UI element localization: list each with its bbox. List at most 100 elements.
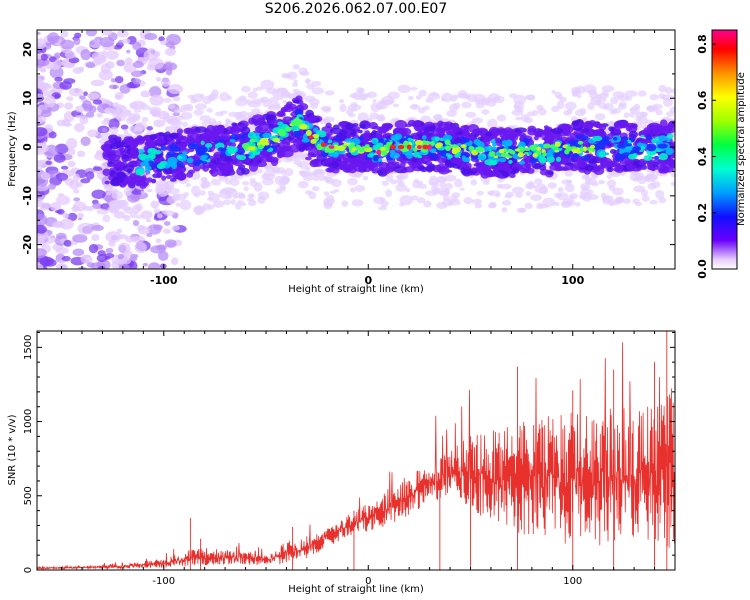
spectrogram-blob bbox=[459, 187, 465, 191]
spectrogram-blob bbox=[104, 256, 111, 260]
spectrogram-blob bbox=[637, 115, 648, 126]
spectrogram-blob bbox=[249, 138, 256, 143]
spectrogram-blob bbox=[132, 175, 142, 184]
spectrogram-blob bbox=[174, 108, 182, 113]
spectrogram-blob bbox=[668, 120, 675, 128]
spectrogram-blob bbox=[646, 161, 654, 168]
spectrogram-blob bbox=[554, 192, 562, 198]
spectrogram-blob bbox=[653, 155, 660, 160]
spectrogram-blob bbox=[146, 48, 156, 55]
spectrogram-blob bbox=[407, 119, 416, 127]
spectrogram-blob bbox=[593, 166, 605, 176]
spectrogram-blob bbox=[219, 91, 230, 102]
spectrogram-blob bbox=[163, 221, 171, 226]
snr-x-tick-label: -100 bbox=[152, 576, 175, 587]
spectrogram-blob bbox=[507, 148, 513, 154]
spectrogram-blob bbox=[411, 163, 419, 168]
spectrogram-blob bbox=[152, 150, 162, 155]
spectrogram-blob bbox=[123, 187, 132, 197]
spectrogram-blob bbox=[241, 181, 250, 186]
spectrogram-blob bbox=[281, 73, 289, 79]
spectrogram-blob bbox=[85, 171, 95, 180]
spectrogram-blob bbox=[280, 129, 284, 133]
spectrogram-blob bbox=[575, 202, 581, 207]
spectrogram-blob bbox=[445, 159, 453, 168]
spectrogram-blob bbox=[294, 109, 303, 116]
spectrogram-blob bbox=[577, 140, 584, 145]
spectrogram-blob bbox=[470, 154, 479, 160]
colorbar-tick-label: 0.2 bbox=[696, 203, 709, 223]
colorbar-tick-label: 0.4 bbox=[696, 146, 709, 166]
spectrogram-blob bbox=[101, 119, 110, 126]
spectrogram-blob bbox=[565, 145, 573, 152]
spectrogram-blob bbox=[149, 134, 158, 140]
spectrogram-blob bbox=[308, 147, 320, 158]
spectrogram-blob bbox=[643, 155, 653, 161]
spectrogram-blob bbox=[167, 103, 176, 109]
spectrogram-blob bbox=[308, 135, 314, 139]
spectrogram-blob bbox=[356, 87, 364, 93]
spectrogram-blob bbox=[582, 116, 588, 122]
snr-x-tick-label: 0 bbox=[365, 576, 371, 587]
spectrogram-blob bbox=[240, 126, 251, 135]
spectrogram-blob bbox=[179, 199, 192, 211]
spectrogram-blob bbox=[439, 181, 447, 188]
spectrogram-blob bbox=[140, 103, 149, 111]
spectrogram-blob bbox=[158, 188, 168, 197]
spectrogram-blob bbox=[287, 93, 295, 100]
spectrogram-blob bbox=[602, 195, 611, 205]
spectrogram-blob bbox=[536, 104, 544, 111]
spectrogram-blob bbox=[623, 140, 629, 145]
spectrogram-blob bbox=[545, 152, 553, 158]
spectrogram-blob bbox=[527, 180, 535, 189]
spectrogram-blob bbox=[300, 125, 306, 130]
spectrogram-blob bbox=[666, 137, 671, 143]
spectrogram-blob bbox=[80, 49, 91, 61]
spectrogram-x-tick-label: 0 bbox=[364, 274, 372, 287]
spectrogram-blob bbox=[117, 242, 131, 254]
spectrogram-blob bbox=[73, 189, 80, 194]
spectrogram-blob bbox=[354, 184, 366, 192]
spectrogram-blob bbox=[55, 172, 69, 181]
spectrogram-blob bbox=[534, 178, 543, 185]
spectrogram-blob bbox=[397, 84, 411, 94]
spectrogram-blob bbox=[37, 248, 47, 259]
spectrogram-blob bbox=[509, 173, 516, 179]
spectrogram-blob bbox=[85, 30, 98, 37]
spectrogram-blob bbox=[207, 196, 213, 201]
spectrogram-blob bbox=[125, 144, 131, 149]
spectrogram-blob bbox=[636, 142, 644, 148]
spectrogram-blob bbox=[524, 202, 533, 210]
spectrogram-blob bbox=[415, 95, 422, 100]
spectrogram-blob bbox=[517, 146, 525, 153]
spectrogram-blob bbox=[617, 120, 629, 129]
spectrogram-blob bbox=[580, 155, 591, 161]
spectrogram-blob bbox=[72, 201, 87, 212]
spectrogram-blob bbox=[293, 130, 302, 138]
spectrogram-blob bbox=[367, 117, 373, 123]
spectrogram-blob bbox=[148, 86, 162, 98]
spectrogram-blob bbox=[194, 126, 208, 133]
spectrogram-blob bbox=[251, 114, 265, 125]
spectrogram-blob bbox=[389, 119, 396, 124]
spectrogram-blob bbox=[511, 109, 524, 116]
spectrogram-blob bbox=[298, 103, 309, 111]
spectrogram-blob bbox=[504, 153, 510, 158]
spectrogram-blob bbox=[185, 183, 192, 188]
spectrogram-blob bbox=[233, 111, 245, 120]
spectrogram-x-tick-label: -100 bbox=[150, 274, 178, 287]
spectrogram-blob bbox=[430, 125, 436, 130]
spectrogram-blob bbox=[411, 158, 418, 163]
spectrogram-blob bbox=[211, 89, 219, 96]
spectrogram-blob bbox=[547, 170, 554, 176]
spectrogram-blob bbox=[356, 154, 364, 163]
spectrogram-blob bbox=[542, 189, 548, 194]
spectrogram-blob bbox=[376, 142, 384, 149]
spectrogram-blob bbox=[542, 151, 547, 157]
spectrogram-blob bbox=[286, 71, 298, 80]
spectrogram-blob bbox=[293, 79, 298, 84]
spectrogram-blob bbox=[247, 91, 258, 99]
spectrogram-blob bbox=[598, 151, 607, 158]
spectrogram-blob bbox=[56, 195, 71, 205]
spectrogram-blob bbox=[124, 157, 132, 162]
